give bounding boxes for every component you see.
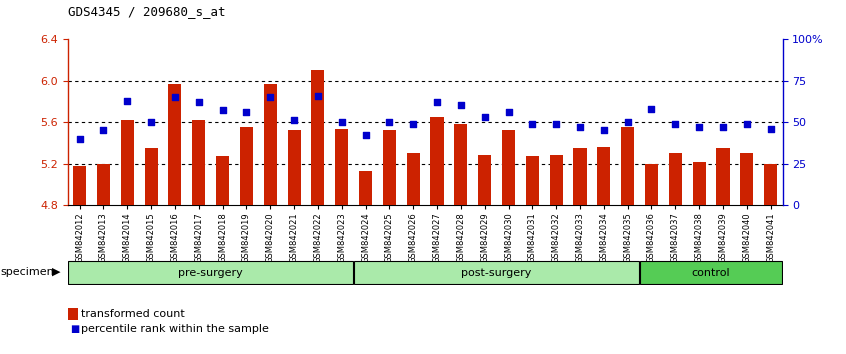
Point <box>335 119 349 125</box>
Text: percentile rank within the sample: percentile rank within the sample <box>81 324 269 334</box>
Bar <box>121 120 134 205</box>
Bar <box>740 153 753 205</box>
Point <box>621 119 634 125</box>
Bar <box>502 131 515 205</box>
Text: post-surgery: post-surgery <box>461 268 532 278</box>
Point <box>359 133 372 138</box>
Point <box>525 121 539 127</box>
Point <box>668 121 682 127</box>
Point <box>216 108 229 113</box>
Bar <box>597 147 610 205</box>
Bar <box>454 124 467 205</box>
Point <box>406 121 420 127</box>
Point <box>311 93 325 98</box>
Point <box>478 114 492 120</box>
Text: specimen: specimen <box>0 267 54 277</box>
Bar <box>264 84 277 205</box>
Point <box>692 124 706 130</box>
Bar <box>383 131 396 205</box>
Bar <box>645 164 658 205</box>
Point <box>120 98 134 103</box>
Bar <box>717 148 729 205</box>
Text: ▶: ▶ <box>52 267 61 277</box>
Bar <box>764 164 777 205</box>
Point <box>96 128 110 133</box>
Bar <box>407 153 420 205</box>
Bar <box>335 130 349 205</box>
Bar <box>693 162 706 205</box>
Bar <box>478 155 492 205</box>
Bar <box>145 148 157 205</box>
Point <box>764 126 777 132</box>
Point <box>239 109 253 115</box>
Point <box>382 119 396 125</box>
Text: transformed count: transformed count <box>81 309 185 319</box>
Bar <box>168 84 181 205</box>
Point <box>454 103 468 108</box>
Bar <box>192 120 206 205</box>
Bar <box>550 155 563 205</box>
Bar <box>73 166 86 205</box>
Point <box>168 94 182 100</box>
Bar <box>359 171 372 205</box>
Point <box>717 124 730 130</box>
FancyBboxPatch shape <box>69 261 353 285</box>
Point <box>145 119 158 125</box>
Text: GDS4345 / 209680_s_at: GDS4345 / 209680_s_at <box>68 5 225 18</box>
Text: control: control <box>692 268 730 278</box>
FancyBboxPatch shape <box>354 261 639 285</box>
Point <box>597 128 611 133</box>
Point <box>740 121 754 127</box>
Bar <box>526 156 539 205</box>
Point <box>73 136 86 142</box>
Text: pre-surgery: pre-surgery <box>179 268 243 278</box>
Point <box>431 99 444 105</box>
Bar <box>621 127 634 205</box>
Point <box>549 121 563 127</box>
Bar <box>216 156 229 205</box>
Bar <box>240 127 253 205</box>
Point <box>263 94 277 100</box>
Bar <box>311 70 324 205</box>
Point <box>574 124 587 130</box>
FancyBboxPatch shape <box>640 261 782 285</box>
Bar <box>669 153 682 205</box>
Point <box>645 106 658 112</box>
Point <box>502 109 515 115</box>
Text: ■: ■ <box>70 324 80 334</box>
Bar <box>97 164 110 205</box>
Bar <box>431 117 443 205</box>
Bar <box>574 148 586 205</box>
Bar <box>288 131 300 205</box>
Point <box>288 118 301 123</box>
Point <box>192 99 206 105</box>
